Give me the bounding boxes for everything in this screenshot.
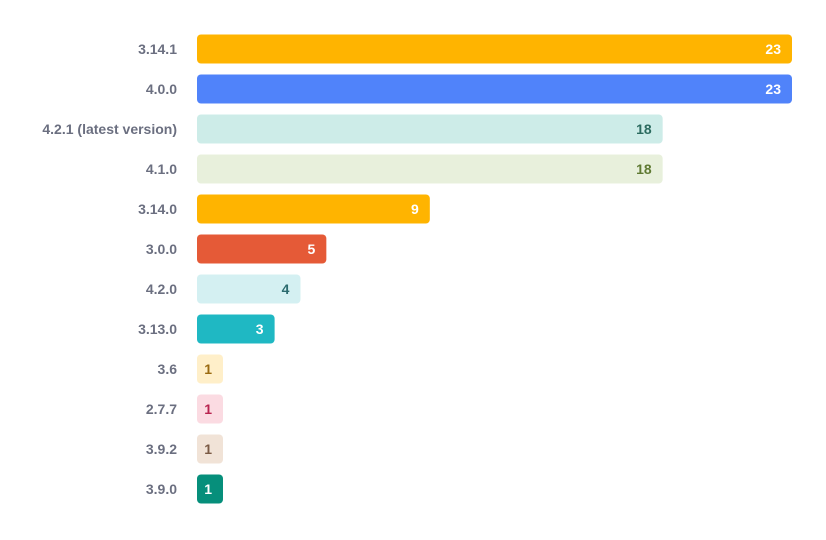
category-label: 4.2.0 xyxy=(146,281,177,297)
category-label: 3.6 xyxy=(158,361,178,377)
bar[interactable] xyxy=(197,194,430,224)
category-label: 3.0.0 xyxy=(146,241,177,257)
bar[interactable] xyxy=(197,274,301,304)
category-label: 4.2.1 (latest version) xyxy=(42,121,177,137)
bar[interactable] xyxy=(197,154,663,184)
bar[interactable] xyxy=(197,474,223,504)
value-label: 1 xyxy=(204,361,212,377)
value-label: 3 xyxy=(256,321,264,337)
bar[interactable] xyxy=(197,234,327,264)
value-label: 23 xyxy=(765,41,781,57)
value-label: 18 xyxy=(636,161,652,177)
category-label: 3.14.0 xyxy=(138,201,177,217)
bar[interactable] xyxy=(197,34,792,64)
category-label: 4.0.0 xyxy=(146,81,177,97)
category-label: 4.1.0 xyxy=(146,161,177,177)
value-label: 4 xyxy=(282,281,290,297)
bar[interactable] xyxy=(197,74,792,104)
category-label: 2.7.7 xyxy=(146,401,177,417)
value-label: 18 xyxy=(636,121,652,137)
bar[interactable] xyxy=(197,394,223,424)
category-label: 3.14.1 xyxy=(138,41,177,57)
value-label: 1 xyxy=(204,481,212,497)
value-label: 5 xyxy=(308,241,316,257)
value-labels: 23 23 18 18 9 5 4 3 1 1 1 1 xyxy=(204,41,781,497)
category-label: 3.9.0 xyxy=(146,481,177,497)
bars xyxy=(197,34,792,504)
category-label: 3.13.0 xyxy=(138,321,177,337)
bar[interactable] xyxy=(197,434,223,464)
value-label: 23 xyxy=(765,81,781,97)
category-label: 3.9.2 xyxy=(146,441,177,457)
value-label: 1 xyxy=(204,401,212,417)
value-label: 1 xyxy=(204,441,212,457)
bar[interactable] xyxy=(197,114,663,144)
bar[interactable] xyxy=(197,354,223,384)
category-labels: 3.14.1 4.0.0 4.2.1 (latest version) 4.1.0 3.… xyxy=(42,41,177,497)
value-label: 9 xyxy=(411,201,419,217)
bar[interactable] xyxy=(197,314,275,344)
